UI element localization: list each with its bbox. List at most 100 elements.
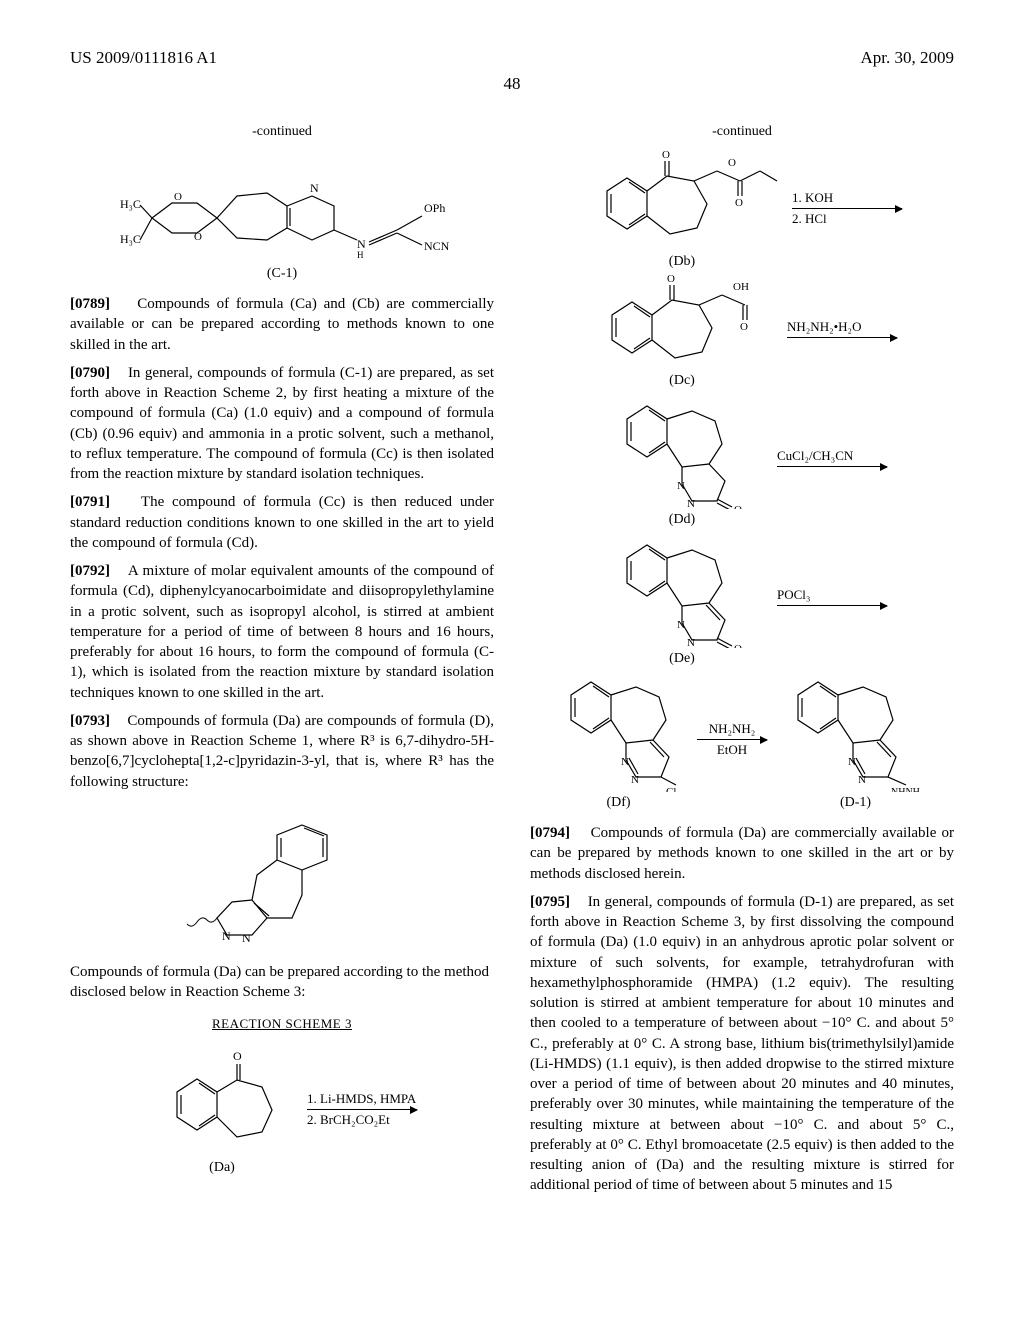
para-0795: [0795] In general, compounds of formula … xyxy=(530,892,954,1196)
para-text: Compounds of formula (Da) are commercial… xyxy=(530,825,954,882)
right-column: -continued O xyxy=(530,124,954,1204)
svg-text:H₃C: H₃C xyxy=(120,197,141,211)
dd-reagents: CuCl₂/CH₃CN xyxy=(777,448,887,469)
reagent-line: 2. BrCH₂CO₂Et xyxy=(307,1112,417,1128)
svg-text:O: O xyxy=(740,321,748,333)
structure-dd: N N H O (Dd) xyxy=(597,389,767,528)
svg-text:O: O xyxy=(194,231,202,243)
continued-label: -continued xyxy=(70,124,494,140)
reagent-line: NH₂NH₂•H₂O xyxy=(787,319,897,335)
scheme3-step-db: O O O (Db) xyxy=(530,146,954,270)
df-label: (Df) xyxy=(546,795,691,811)
para-num: [0793] xyxy=(70,713,110,729)
dc-reagents: NH₂NH₂•H₂O xyxy=(787,319,897,340)
para-text: The compound of formula (Cc) is then red… xyxy=(70,494,494,551)
para-text: Compounds of formula (Ca) and (Cb) are c… xyxy=(70,296,494,353)
svg-text:H₃C: H₃C xyxy=(120,232,141,246)
svg-text:N: N xyxy=(858,774,866,786)
svg-text:OH: OH xyxy=(733,281,749,293)
reagent-line: NH₂NH₂ xyxy=(697,721,767,737)
para-text: Compounds of formula (Da) are compounds … xyxy=(70,713,494,790)
svg-text:O: O xyxy=(728,157,736,169)
svg-text:OPh: OPh xyxy=(424,201,445,215)
structure-c1: H₃C H₃C O O N N xyxy=(70,148,494,282)
svg-text:O: O xyxy=(662,149,670,161)
da-reagents: 1. Li-HMDS, HMPA 2. BrCH₂CO₂Et xyxy=(307,1091,417,1127)
svg-text:N: N xyxy=(677,619,685,631)
svg-text:H: H xyxy=(687,647,693,648)
scheme3-step-de: N N H O (De) POCl₃ xyxy=(530,528,954,667)
svg-text:N: N xyxy=(222,929,231,943)
reagent-line: 2. HCl xyxy=(792,211,902,227)
svg-text:O: O xyxy=(233,1049,242,1063)
svg-text:H: H xyxy=(357,250,364,260)
svg-text:O: O xyxy=(734,643,742,648)
structure-db: O O O (Db) xyxy=(582,146,782,270)
scheme-3-title: REACTION SCHEME 3 xyxy=(70,1016,494,1032)
svg-text:N: N xyxy=(848,756,856,768)
para-num: [0792] xyxy=(70,563,110,579)
svg-text:H: H xyxy=(687,508,693,509)
svg-text:N: N xyxy=(357,237,366,251)
structure-c1-label: (C-1) xyxy=(70,266,494,282)
structure-d1: N N NHNH₂ (D-1) xyxy=(773,667,938,811)
scheme3-step-dc: O O OH (Dc) NH₂NH₂•H₂O xyxy=(530,270,954,389)
svg-text:Cl: Cl xyxy=(666,786,676,792)
db-label: (Db) xyxy=(582,254,782,270)
patent-page: US 2009/0111816 A1 Apr. 30, 2009 48 -con… xyxy=(0,0,1024,1244)
svg-text:O: O xyxy=(734,504,742,509)
publication-date: Apr. 30, 2009 xyxy=(861,48,955,68)
da-label: (Da) xyxy=(147,1160,297,1176)
two-column-layout: -continued H₃C H₃C O O xyxy=(70,124,954,1204)
svg-text:NCN: NCN xyxy=(424,239,450,253)
para-0791: [0791] The compound of formula (Cc) is t… xyxy=(70,492,494,553)
continued-label-right: -continued xyxy=(530,124,954,140)
svg-text:O: O xyxy=(667,273,675,285)
dc-label: (Dc) xyxy=(587,373,777,389)
dd-label: (Dd) xyxy=(597,512,767,528)
structure-de: N N H O (De) xyxy=(597,528,767,667)
left-column: -continued H₃C H₃C O O xyxy=(70,124,494,1204)
page-header: US 2009/0111816 A1 Apr. 30, 2009 xyxy=(70,48,954,68)
para-num: [0794] xyxy=(530,825,570,841)
publication-number: US 2009/0111816 A1 xyxy=(70,48,217,68)
para-0789: [0789] Compounds of formula (Ca) and (Cb… xyxy=(70,294,494,355)
structure-da: O (Da) xyxy=(147,1042,297,1176)
reagent-line: CuCl₂/CH₃CN xyxy=(777,448,887,464)
para-num: [0795] xyxy=(530,894,570,910)
para-num: [0790] xyxy=(70,365,110,381)
scheme3-step-da: O (Da) 1. Li-HMDS, HMPA 2. BrCH₂CO₂Et xyxy=(70,1042,494,1176)
d1-label: (D-1) xyxy=(773,795,938,811)
structure-dc: O O OH (Dc) xyxy=(587,270,777,389)
structure-r3: N N xyxy=(70,800,494,950)
structure-df: N N Cl (Df) xyxy=(546,667,691,811)
para-text: A mixture of molar equivalent amounts of… xyxy=(70,563,494,701)
reagent-line: 1. Li-HMDS, HMPA xyxy=(307,1091,417,1107)
reagent-line: 1. KOH xyxy=(792,190,902,206)
svg-text:N: N xyxy=(631,774,639,786)
de-label: (De) xyxy=(597,651,767,667)
svg-text:O: O xyxy=(174,191,182,203)
df-reagents: NH₂NH₂ EtOH xyxy=(697,721,767,757)
para-0794: [0794] Compounds of formula (Da) are com… xyxy=(530,823,954,884)
para-num: [0789] xyxy=(70,296,110,312)
db-reagents: 1. KOH 2. HCl xyxy=(792,190,902,226)
para-text: In general, compounds of formula (D-1) a… xyxy=(530,894,954,1194)
de-reagents: POCl₃ xyxy=(777,587,887,608)
svg-text:N: N xyxy=(621,756,629,768)
scheme3-step-dd: N N H O (Dd) CuCl₂/CH₃CN xyxy=(530,389,954,528)
page-number: 48 xyxy=(70,74,954,94)
scheme3-step-df-d1: N N Cl (Df) NH₂NH₂ EtOH xyxy=(530,667,954,811)
svg-text:N: N xyxy=(310,181,319,195)
svg-text:O: O xyxy=(735,197,743,209)
reagent-line: EtOH xyxy=(697,742,767,758)
svg-text:NHNH₂: NHNH₂ xyxy=(891,787,923,792)
para-text: In general, compounds of formula (C-1) a… xyxy=(70,365,494,482)
svg-text:N: N xyxy=(677,480,685,492)
para-0793: [0793] Compounds of formula (Da) are com… xyxy=(70,711,494,792)
para-0790: [0790] In general, compounds of formula … xyxy=(70,363,494,485)
para-0792: [0792] A mixture of molar equivalent amo… xyxy=(70,561,494,703)
post-structure-text: Compounds of formula (Da) can be prepare… xyxy=(70,962,494,1003)
para-num: [0791] xyxy=(70,494,110,510)
svg-text:N: N xyxy=(242,931,251,945)
